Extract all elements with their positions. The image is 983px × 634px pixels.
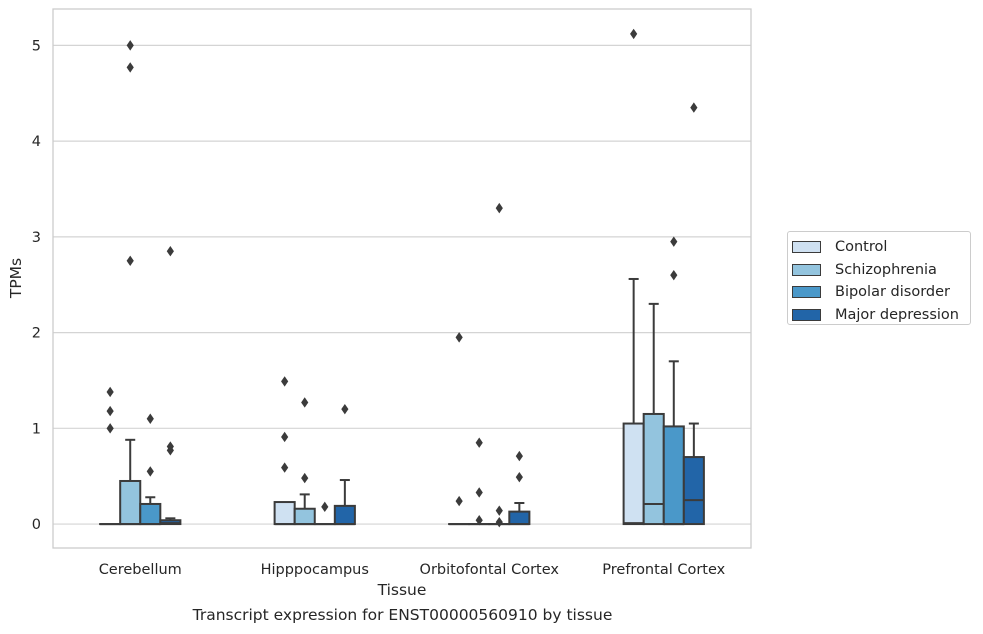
box-orbitofontal-cortex-schizophrenia-outlier-2 [475,437,483,448]
legend-item-major-depression: Major depression [792,304,970,327]
box-prefrontal-cortex-bipolar-disorder-iqr [662,425,685,526]
legend-item-bipolar-disorder: Bipolar disorder [792,281,970,304]
y-tick-label-3: 3 [32,230,41,246]
box-hipppocampus-schizophrenia-iqr [293,507,316,526]
y-tick-label-4: 4 [32,134,41,150]
box-cerebellum-control-outlier-1 [106,405,114,417]
x-axis-label: Tissue [377,581,427,599]
y-axis-ticks: 0 1 2 3 4 5 [32,38,41,533]
box-hipppocampus-major-depression [333,403,356,526]
box-hipppocampus-schizophrenia [293,397,316,526]
box-prefrontal-cortex-major-depression-outlier-0 [690,102,698,113]
legend-item-schizophrenia: Schizophrenia [792,259,970,282]
legend-label-bipolar-disorder: Bipolar disorder [835,284,950,301]
box-hipppocampus-schizophrenia-outlier-1 [301,397,309,408]
box-cerebellum-schizophrenia-outlier-2 [126,40,134,51]
box-cerebellum-bipolar-disorder-iqr [139,502,162,526]
box-prefrontal-cortex-control-outlier-0 [630,28,638,40]
legend-item-control: Control [792,236,970,259]
box-hipppocampus-control-outlier-1 [281,431,289,443]
box-orbitofontal-cortex-schizophrenia-outlier-0 [475,515,483,526]
box-prefrontal-cortex-bipolar-disorder-outlier-0 [670,269,678,281]
box-cerebellum-major-depression-outlier-1 [166,441,174,452]
y-tick-label-1: 1 [32,421,41,437]
box-hipppocampus-major-depression-outlier-0 [341,403,349,415]
x-axis-ticks: Cerebellum Hipppocampus Orbitofontal Corte… [99,562,726,578]
box-hipppocampus-control-outlier-0 [281,462,289,473]
legend-label-schizophrenia: Schizophrenia [835,261,937,278]
box-orbitofontal-cortex-bipolar-disorder-outlier-0 [495,516,503,528]
box-hipppocampus-bipolar-disorder [313,501,336,526]
box-prefrontal-cortex-bipolar-disorder [662,236,685,526]
box-cerebellum-schizophrenia-outlier-0 [126,255,134,266]
box-orbitofontal-cortex-schizophrenia [468,437,491,526]
legend-swatch-schizophrenia [792,263,821,276]
box-cerebellum-major-depression-outlier-2 [166,246,174,257]
series-major-depression [159,102,705,526]
legend-label-major-depression: Major depression [835,306,959,323]
legend: Control Schizophrenia Bipolar disorder M… [787,231,971,325]
box-orbitofontal-cortex-major-depression [508,450,531,526]
box-series [99,28,705,528]
box-orbitofontal-cortex-bipolar-disorder-outlier-2 [495,202,503,214]
box-prefrontal-cortex-control-iqr [622,422,645,526]
box-prefrontal-cortex-bipolar-disorder-outlier-1 [670,236,678,247]
box-cerebellum-schizophrenia-outlier-1 [126,62,134,73]
box-cerebellum-major-depression [159,246,182,526]
box-orbitofontal-cortex-control-outlier-0 [455,495,463,507]
box-cerebellum-control [99,386,122,526]
series-schizophrenia [119,40,665,526]
box-cerebellum-control-outlier-2 [106,386,114,398]
x-tick-label-cerebellum: Cerebellum [99,562,182,578]
box-prefrontal-cortex-schizophrenia [642,302,665,526]
legend-swatch-major-depression [792,308,821,321]
y-tick-label-0: 0 [32,517,41,533]
legend-swatch-control [792,241,821,254]
x-tick-label-hipppocampus: Hipppocampus [261,562,369,578]
box-cerebellum-schizophrenia [119,40,142,526]
box-prefrontal-cortex-major-depression [682,102,705,526]
series-control [99,28,645,526]
box-orbitofontal-cortex-major-depression-outlier-1 [515,450,523,462]
box-hipppocampus-control-outlier-2 [281,376,289,387]
box-hipppocampus-control [273,376,296,526]
y-tick-label-2: 2 [32,326,41,342]
box-cerebellum-control-outlier-0 [106,423,114,434]
y-tick-label-5: 5 [32,38,41,54]
box-hipppocampus-bipolar-disorder-outlier-0 [321,501,329,513]
series-bipolar-disorder [139,202,685,528]
box-hipppocampus-schizophrenia-outlier-0 [301,472,309,484]
box-orbitofontal-cortex-major-depression-iqr [508,510,531,526]
box-prefrontal-cortex-major-depression-iqr [682,456,705,526]
box-hipppocampus-major-depression-iqr [333,504,356,526]
chart-caption: Transcript expression for ENST0000056091… [192,606,613,624]
box-prefrontal-cortex-control [622,28,645,526]
legend-label-control: Control [835,239,888,256]
box-orbitofontal-cortex-bipolar-disorder [488,202,511,528]
x-tick-label-orbitofontal-cortex: Orbitofontal Cortex [420,562,560,578]
box-cerebellum-schizophrenia-iqr [119,479,142,526]
box-cerebellum-bipolar-disorder-outlier-0 [146,466,154,477]
box-cerebellum-bipolar-disorder [139,413,162,526]
box-orbitofontal-cortex-schizophrenia-outlier-1 [475,487,483,498]
box-orbitofontal-cortex-bipolar-disorder-outlier-1 [495,505,503,516]
x-tick-label-prefrontal-cortex: Prefrontal Cortex [602,562,725,578]
box-hipppocampus-control-iqr [273,501,296,526]
box-cerebellum-bipolar-disorder-outlier-1 [146,413,154,424]
box-orbitofontal-cortex-major-depression-outlier-0 [515,471,523,483]
legend-swatch-bipolar-disorder [792,286,821,299]
box-prefrontal-cortex-schizophrenia-iqr [642,412,665,526]
box-orbitofontal-cortex-control-outlier-1 [455,332,463,343]
y-axis-label: TPMs [7,258,25,299]
plot-area-frame [52,8,752,549]
